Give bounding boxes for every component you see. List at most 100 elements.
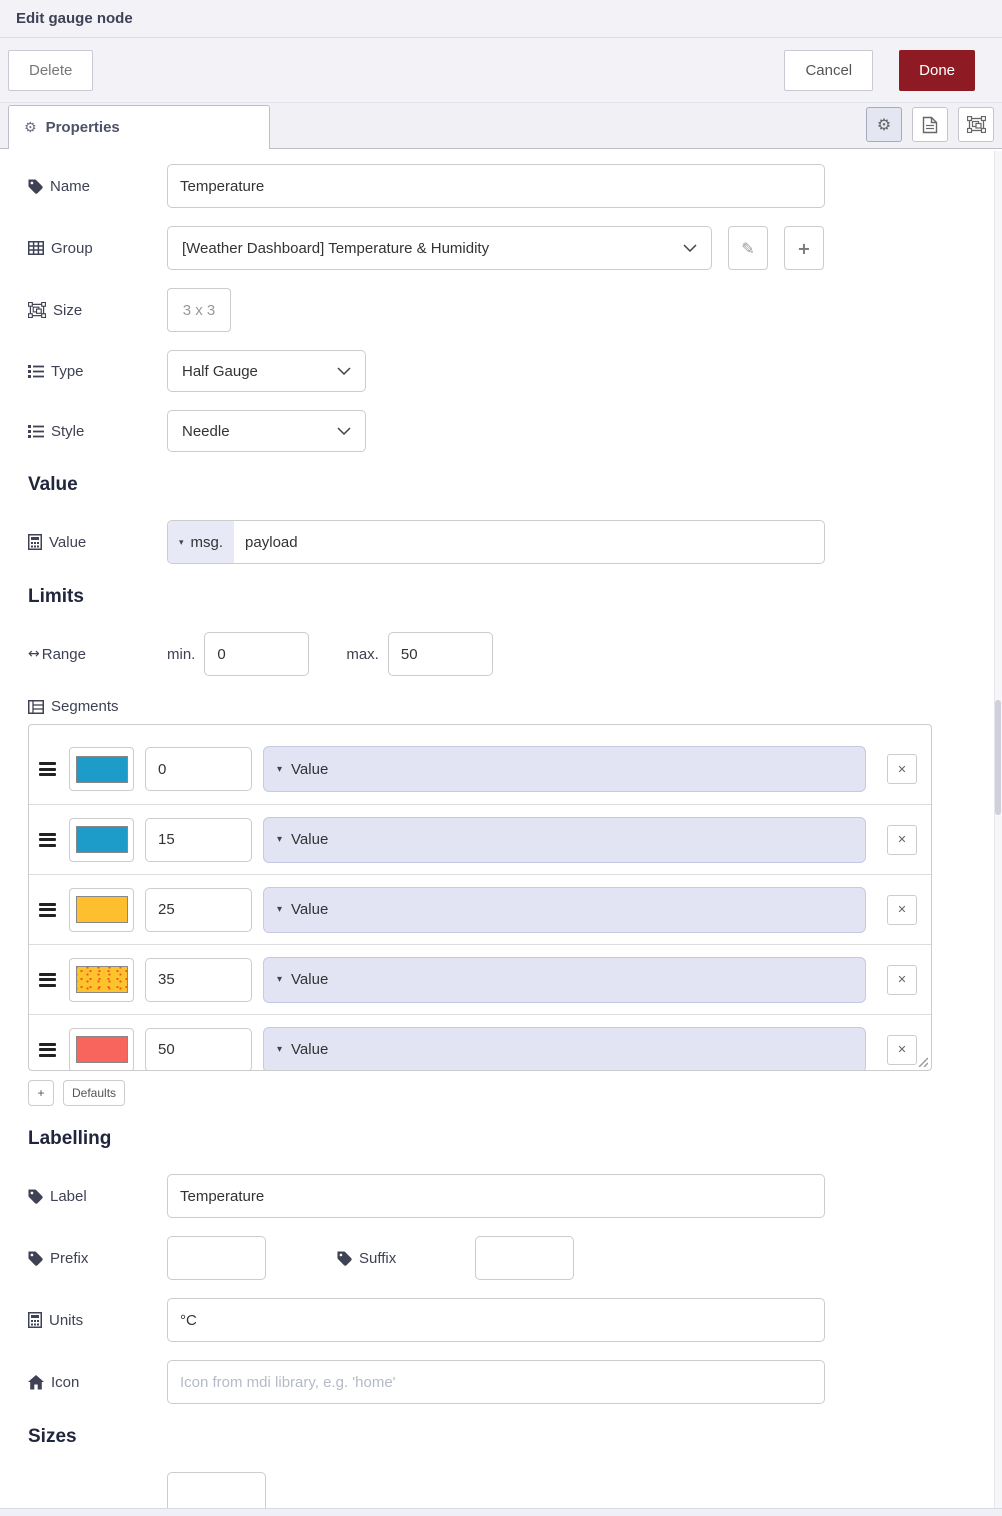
name-label-group: Name [28, 178, 167, 195]
segment-type-dropdown[interactable]: ▾ Value [263, 886, 866, 933]
chevron-down-icon [337, 427, 351, 435]
segment-type-dropdown[interactable]: ▾ Value [263, 1026, 866, 1070]
add-group-button[interactable]: + [784, 226, 824, 270]
style-select[interactable]: Needle [167, 410, 366, 452]
drag-handle-icon[interactable] [39, 970, 56, 989]
segment-row: ▾ Value ✕ [29, 804, 931, 874]
table-icon [28, 241, 44, 255]
segment-color-swatch [75, 755, 128, 783]
segment-color-button[interactable] [69, 747, 134, 791]
tab-bar: ⚙ Properties ⚙ [0, 103, 1002, 149]
label-input[interactable] [167, 1174, 825, 1218]
gear-icon: ⚙ [24, 119, 37, 136]
properties-view-button[interactable]: ⚙ [866, 107, 902, 142]
scrollbar-thumb[interactable] [995, 700, 1001, 815]
tab-properties[interactable]: ⚙ Properties [8, 105, 270, 149]
segment-value-input[interactable] [145, 747, 252, 791]
list-icon [28, 424, 44, 438]
segment-value-input[interactable] [145, 957, 252, 1002]
segment-value-input[interactable] [145, 817, 252, 862]
list-icon [28, 364, 44, 378]
group-select[interactable]: [Weather Dashboard] Temperature & Humidi… [167, 226, 712, 270]
editor-toolbar: ⚙ [866, 107, 994, 142]
units-input[interactable] [167, 1298, 825, 1342]
chevron-down-icon [683, 244, 697, 252]
range-min-input[interactable] [204, 632, 310, 676]
label-field-label: Label [50, 1187, 87, 1205]
calculator-icon [28, 1312, 42, 1328]
segment-color-button[interactable] [69, 1027, 134, 1070]
caret-down-icon: ▾ [277, 763, 283, 775]
name-input[interactable] [167, 164, 825, 208]
caret-down-icon: ▾ [277, 974, 283, 985]
caret-down-icon: ▾ [277, 1044, 283, 1055]
defaults-button[interactable]: Defaults [63, 1080, 126, 1106]
suffix-input[interactable] [475, 1236, 574, 1280]
drag-handle-icon[interactable] [39, 830, 56, 849]
segment-color-button[interactable] [69, 887, 134, 932]
segments-label-group: Segments [28, 698, 1002, 715]
cancel-button[interactable]: Cancel [784, 49, 874, 91]
size-label: Size [53, 301, 83, 319]
plus-icon: + [797, 238, 811, 258]
suffix-label-group: Suffix [337, 1250, 475, 1267]
segment-color-swatch [75, 826, 128, 853]
segment-type-dropdown[interactable]: ▾ Value [263, 816, 866, 863]
remove-segment-button[interactable]: ✕ [887, 1034, 917, 1065]
label-label-group: Label [28, 1188, 167, 1205]
segment-type-label: Value [291, 760, 329, 778]
remove-segment-button[interactable]: ✕ [887, 754, 917, 784]
segment-row: ▾ Value ✕ [29, 734, 931, 804]
drag-handle-icon[interactable] [39, 760, 56, 779]
segment-color-button[interactable] [69, 957, 134, 1002]
segment-value-input[interactable] [145, 887, 252, 932]
caret-down-icon: ▾ [277, 834, 283, 845]
value-label-group: Value [28, 534, 167, 551]
segment-value-input[interactable] [145, 1027, 252, 1070]
description-view-button[interactable] [912, 107, 948, 142]
add-segment-button[interactable]: + [28, 1080, 54, 1106]
home-icon [28, 1374, 44, 1389]
segment-type-dropdown[interactable]: ▾ Value [263, 746, 866, 792]
units-label-group: Units [28, 1312, 167, 1329]
remove-segment-button[interactable]: ✕ [887, 824, 917, 855]
remove-segment-button[interactable]: ✕ [887, 894, 917, 925]
done-button[interactable]: Done [899, 49, 975, 91]
tab-properties-label: Properties [45, 119, 120, 136]
value-property-input[interactable]: payload [245, 533, 298, 551]
segment-row: ▾ Value ✕ [29, 1014, 931, 1070]
range-max-input[interactable] [387, 632, 493, 676]
prefix-input[interactable] [167, 1236, 266, 1280]
value-type-selector[interactable]: ▾ msg. [168, 521, 235, 563]
prefix-label-group: Prefix [28, 1250, 167, 1267]
drag-handle-icon[interactable] [39, 1040, 56, 1059]
type-select[interactable]: Half Gauge [167, 350, 366, 392]
object-group-icon [966, 116, 986, 133]
style-label-group: Style [28, 423, 167, 440]
dialog-titlebar: Edit gauge node [0, 0, 1002, 38]
segment-type-label: Value [291, 971, 329, 988]
dialog-title: Edit gauge node [16, 10, 133, 27]
remove-icon: ✕ [897, 1043, 907, 1056]
remove-icon: ✕ [897, 833, 907, 846]
remove-segment-button[interactable]: ✕ [887, 964, 917, 995]
appearance-view-button[interactable] [958, 107, 994, 142]
delete-button[interactable]: Delete [8, 49, 94, 91]
icon-input[interactable] [167, 1360, 825, 1404]
type-label-group: Type [28, 363, 167, 380]
gear-icon: ⚙ [876, 115, 892, 134]
drag-handle-icon[interactable] [39, 900, 56, 919]
units-label: Units [49, 1311, 84, 1329]
resize-handle[interactable] [916, 1055, 928, 1067]
segment-color-button[interactable] [69, 817, 134, 862]
action-bar: Delete Cancel Done [0, 38, 1002, 103]
segment-type-label: Value [291, 901, 329, 918]
type-select-value: Half Gauge [182, 362, 258, 380]
segment-type-dropdown[interactable]: ▾ Value [263, 956, 866, 1003]
name-label: Name [50, 177, 91, 195]
remove-icon: ✕ [897, 973, 907, 986]
size-button[interactable]: 3 x 3 [167, 288, 231, 332]
segment-color-swatch [75, 896, 128, 923]
value-typed-input[interactable]: ▾ msg. payload [167, 520, 825, 564]
edit-group-button[interactable]: ✎ [728, 226, 768, 270]
